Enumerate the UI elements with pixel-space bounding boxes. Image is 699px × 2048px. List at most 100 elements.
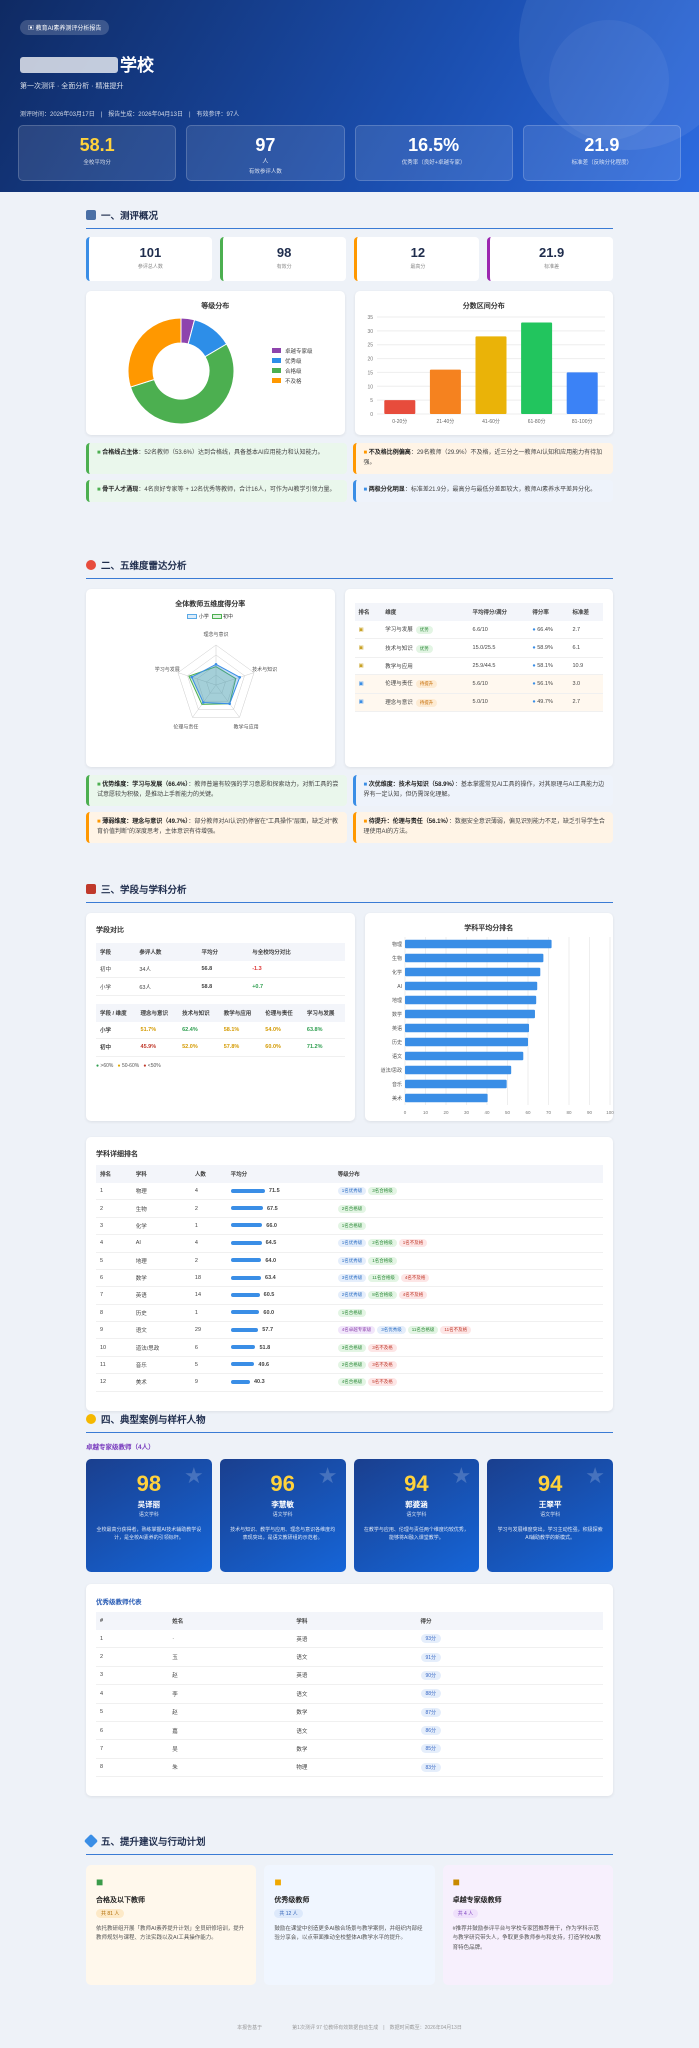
kpi-card: 12 最高分 [353, 237, 480, 281]
stat-value: 97 [255, 135, 276, 155]
column-header: 伦理与责任 [261, 1003, 303, 1022]
y-tick-label: 道法/思政 [380, 1067, 401, 1074]
table-row: ▣ 伦理与责任 待提升 5.6/10 ● 56.1% 3.0 [354, 674, 603, 694]
rate-value: 49.7% [537, 699, 553, 706]
avg-value: 60.5 [263, 1292, 275, 1299]
count-cell: 14 [190, 1286, 227, 1305]
column-header: 技术与知识 [178, 1003, 220, 1022]
expert-name: 李慧敏 [271, 1500, 294, 1509]
grade-tag: 3名不及格 [368, 1360, 397, 1369]
note-text: 29名教师（29.9%）不及格，近三分之一教师AI认知和应用能力有待加强。 [363, 450, 603, 466]
kpi-card: 21.9 标准差 [487, 237, 613, 281]
radar-axis [215, 672, 255, 686]
rate-cell: 45.9% [136, 1038, 179, 1057]
kpi-card: 98 有效分 [219, 237, 346, 281]
diff-cell: -1.3 [248, 961, 345, 979]
book-icon: ■ [96, 1875, 104, 1889]
bar [404, 1051, 523, 1061]
y-tick-label: 音乐 [391, 1081, 401, 1088]
expert-desc: 学习与发展维度突出，学习主动性强，积极探索AI辅助教学的新模式。 [497, 1527, 603, 1541]
subject-cell: 数学 [292, 1739, 417, 1759]
good-teacher-table: # 姓名 学科 得分 1 · 英语 93分 2 玉语文 91分 3 赵英语 90分 4 李语文 88分 5 赵数学 8… [96, 1612, 603, 1778]
expert-subject: 语文学科 [406, 1512, 427, 1518]
grade-tag: 11名不及格 [440, 1326, 472, 1335]
table-row: 5 赵数学 87分 [96, 1703, 603, 1722]
rank-cell: 1 [96, 1183, 132, 1201]
name-cell: · [168, 1630, 293, 1649]
bar [404, 1009, 535, 1019]
y-tick-label: AI [397, 984, 402, 990]
column-header: 得分 [416, 1612, 603, 1630]
table-row: 4 李语文 88分 [96, 1684, 603, 1704]
avg-bar [230, 1379, 250, 1384]
subject-cell: 音乐 [131, 1356, 191, 1375]
n-cell: 63人 [135, 977, 198, 996]
note-text: 标准差21.9分，最高分与最低分差距较大，教师AI素养水平差异分化。 [410, 487, 597, 494]
up-icon: ■ [363, 819, 369, 826]
stat-label: 优秀率（良好+卓越专家） [401, 160, 466, 166]
grade-tag: 1名优秀级 [337, 1239, 367, 1248]
rate-cell: ● 58.9% [528, 638, 569, 658]
table-row: 2 玉语文 91分 [96, 1647, 603, 1667]
radar-point [214, 663, 218, 666]
action-cards: ■ 合格及以下教师共 81 人依托教研组开展「教师AI素养提升计划」全员研修培训，… [86, 1865, 613, 1985]
bar [404, 1023, 529, 1033]
avg-value: 60.0 [263, 1309, 275, 1316]
subject-detail-table: 排名 学科 人数 平均分 等级分布 1 物理 4 71.5 1名优秀级 3名合格级 2 生物 2 67.5 2… [96, 1165, 603, 1392]
summary-stat: 16.5% 优秀率（良好+卓越专家） [354, 125, 513, 181]
score-bar-chart: 0 5 10 15 20 25 30 35 0-20分 21-40分 41-60分 61-80分 81-… [367, 315, 605, 425]
rank-cell: ▣ [354, 621, 382, 640]
action-text: #推荐并鼓励参评平台与学校专家团推荐骨干，作为学科示范与教学研究带头人，争取更多… [452, 1926, 601, 1951]
x-tick-label: 21-40分 [436, 418, 454, 425]
radar-axis-label: 伦理与责任 [173, 723, 198, 730]
star-icon: ★ [451, 1463, 472, 1488]
avg-cell: 40.3 [226, 1373, 334, 1392]
note-text: 数据安全意识薄弱，偏见识别能力不足，缺乏引导学生合理使用AI的方法。 [363, 819, 605, 835]
page-title: 学校 [20, 51, 679, 76]
name-cell: 李 [168, 1684, 293, 1704]
column-header: # [96, 1612, 169, 1630]
bar [404, 995, 536, 1005]
y-tick-label: 英语 [391, 1025, 401, 1032]
avg-cell: 71.5 [226, 1183, 334, 1201]
table-row: ▣ 理念与意识 待提升 5.0/10 ● 49.7% 2.7 [354, 693, 603, 712]
table-row: ▣ 技术与知识 优势 15.0/25.5 ● 58.9% 6.1 [354, 638, 603, 658]
dimension-cell: 教学与应用 [381, 657, 469, 676]
grade-tag: 5名不及格 [368, 1378, 397, 1387]
radar-grid [177, 644, 255, 718]
rate-cell: 54.0% [261, 1021, 303, 1040]
stat-label: 全校平均分 [83, 160, 111, 166]
table-row: 初中 45.9% 52.0% 57.8% 60.0% 71.2% [96, 1038, 345, 1057]
rate-cell: 57.8% [219, 1038, 262, 1057]
count-cell: 5 [190, 1356, 227, 1375]
score-cell: 6.6/10 [468, 621, 529, 640]
grade-tag: 2名优秀级 [337, 1291, 367, 1300]
kpi-card: 101 参评总人数 [86, 237, 212, 281]
kpi-label: 有效分 [276, 264, 292, 270]
rank-cell: 10 [96, 1338, 132, 1357]
grade-tag: 3名合格级 [368, 1187, 397, 1196]
redacted-school-name [20, 57, 118, 73]
action-tag: 共 4 人 [452, 1909, 479, 1918]
avg-cell: 56.8 [197, 961, 249, 979]
y-tick-label: 化学 [391, 969, 401, 976]
count-cell: 1 [190, 1217, 227, 1236]
action-title: 合格及以下教师 [96, 1897, 145, 1904]
table-row: 初中 34人 56.8 -1.3 [96, 961, 345, 979]
note-text: 部分教师对AI认识仍停留在“工具操作”层面，缺乏对“教育价值判断”的深度思考，主… [97, 819, 338, 835]
grade-dist-cell: 4名合格级 5名不及格 [333, 1373, 603, 1392]
segment-cell: 小学 [96, 1021, 137, 1040]
column-header: 参评人数 [135, 943, 198, 961]
rank-medal-icon: ▣ [358, 662, 364, 669]
radar-axis [215, 684, 240, 718]
decor-circle [549, 20, 669, 140]
x-tick-label: 100 [606, 1110, 614, 1115]
avg-cell: 63.4 [226, 1269, 334, 1288]
avg-value: 51.8 [259, 1344, 271, 1351]
radar-legend: 小学 初中 [86, 613, 335, 620]
action-tag: 共 81 人 [96, 1909, 125, 1918]
y-tick-label: 0 [370, 412, 373, 418]
stat-value: 16.5% [408, 135, 460, 155]
rate-cell: 62.4% [178, 1021, 220, 1040]
